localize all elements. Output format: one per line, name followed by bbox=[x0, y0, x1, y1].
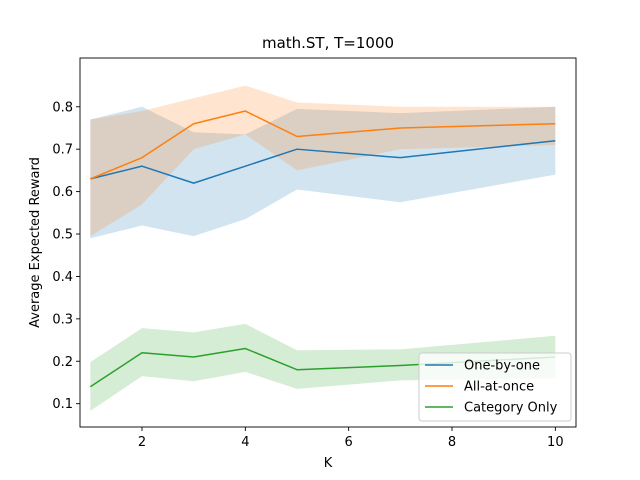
band-category-only bbox=[90, 323, 556, 411]
y-tick-label: 0.4 bbox=[52, 270, 73, 285]
band-one-by-one bbox=[90, 106, 556, 239]
x-tick-label: 6 bbox=[345, 435, 353, 450]
x-axis-ticks: 2 4 6 8 10 bbox=[138, 427, 564, 450]
x-tick-label: 10 bbox=[547, 435, 564, 450]
legend-label-all-at-once: All-at-once bbox=[464, 380, 534, 395]
y-tick-label: 0.8 bbox=[52, 100, 73, 115]
x-axis-label: K bbox=[324, 456, 333, 471]
chart-title: math.ST, T=1000 bbox=[262, 34, 394, 52]
y-tick-label: 0.3 bbox=[52, 312, 73, 327]
y-tick-label: 0.1 bbox=[52, 397, 73, 412]
x-tick-label: 2 bbox=[138, 435, 146, 450]
x-tick-label: 4 bbox=[241, 435, 249, 450]
legend-label-category-only: Category Only bbox=[464, 401, 558, 416]
confidence-bands bbox=[90, 85, 556, 411]
legend-label-one-by-one: One-by-one bbox=[464, 359, 540, 374]
y-axis-ticks: 0.1 0.2 0.3 0.4 0.5 0.6 0.7 0.8 bbox=[52, 100, 80, 412]
y-tick-label: 0.7 bbox=[52, 143, 73, 158]
band-all-at-once bbox=[90, 85, 556, 237]
series-lines bbox=[89, 110, 556, 388]
y-tick-label: 0.2 bbox=[52, 355, 73, 370]
legend-box bbox=[418, 352, 572, 422]
x-tick-label: 8 bbox=[448, 435, 456, 450]
y-axis-label: Average Expected Reward bbox=[28, 157, 43, 328]
legend: One-by-one All-at-once Category Only bbox=[418, 352, 572, 422]
plot-frame bbox=[79, 57, 577, 428]
y-tick-label: 0.6 bbox=[52, 185, 73, 200]
y-tick-label: 0.5 bbox=[52, 228, 73, 243]
